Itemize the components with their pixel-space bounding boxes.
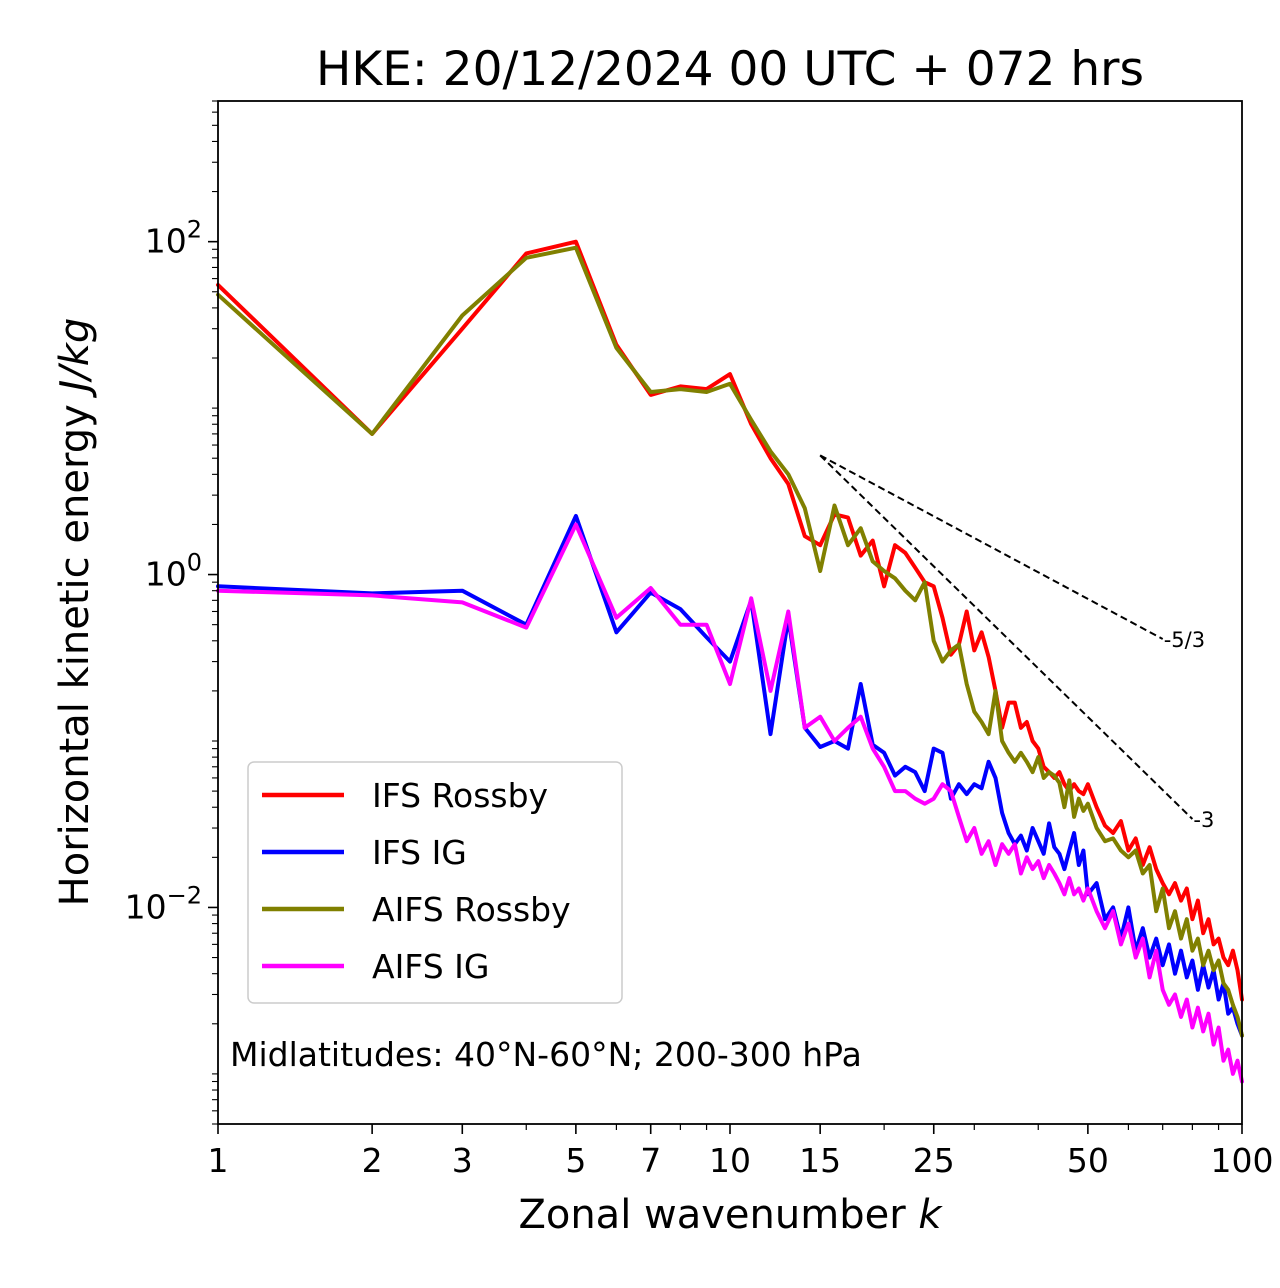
- legend-label: AIFS Rossby: [372, 890, 571, 929]
- x-tick-label: 50: [1067, 1141, 1109, 1180]
- legend-label: IFS IG: [372, 833, 467, 872]
- legend-label: IFS Rossby: [372, 776, 548, 815]
- y-tick-label: 102: [145, 216, 202, 261]
- chart-title: HKE: 20/12/2024 00 UTC + 072 hrs: [316, 42, 1144, 97]
- x-tick-label: 25: [913, 1141, 955, 1180]
- x-tick-label: 7: [640, 1141, 661, 1180]
- y-axis-label: Horizontal kinetic energy J/kg: [52, 318, 98, 907]
- reference-line-2: [819, 454, 1194, 820]
- series-line-aifs-ig: [216, 522, 1244, 1084]
- x-tick-label: 10: [709, 1141, 751, 1180]
- x-tick-label: 5: [565, 1141, 586, 1180]
- legend-items: IFS Rossby IFS IG AIFS Rossby AIFS IG: [262, 776, 571, 986]
- series-layer: [216, 239, 1244, 1084]
- y-tick-base: 10: [145, 555, 187, 594]
- series-line-aifs-rossby: [216, 245, 1244, 1038]
- y-tick-label: 10−2: [125, 881, 202, 926]
- x-tick-label: 1: [208, 1141, 229, 1180]
- legend-box: [247, 761, 623, 1004]
- y-tick-label: 100: [145, 549, 202, 594]
- y-tick-exponent: 0: [187, 549, 202, 577]
- x-tick-label: 100: [1211, 1141, 1274, 1180]
- y-axis-label-units: J/kg: [52, 318, 98, 399]
- x-axis-label-symbol: k: [918, 1192, 943, 1238]
- legend: IFS Rossby IFS IG AIFS Rossby AIFS IG: [247, 761, 623, 1004]
- reference-lines: -5/3 -3: [819, 454, 1214, 832]
- reference-line-label-2: -3: [1193, 808, 1214, 832]
- reference-line-1: [819, 454, 1164, 640]
- x-tick-label: 15: [799, 1141, 841, 1180]
- y-tick-base: 10: [125, 887, 167, 926]
- x-tick-label: 2: [362, 1141, 383, 1180]
- y-tick-base: 10: [145, 222, 187, 261]
- x-axis-label: Zonal wavenumber k: [518, 1192, 943, 1238]
- reference-line-label-1: -5/3: [1164, 628, 1205, 652]
- series-line-ifs-rossby: [216, 239, 1244, 1002]
- x-axis-ticks: 1 2 3 5 7 10 15 25 50 100: [208, 1124, 1274, 1180]
- y-axis-label-text: Horizontal kinetic energy: [52, 404, 98, 906]
- region-annotation: Midlatitudes: 40°N-60°N; 200-300 hPa: [230, 1035, 862, 1074]
- y-tick-exponent: −2: [167, 881, 202, 909]
- x-axis-label-text: Zonal wavenumber: [518, 1192, 906, 1238]
- y-tick-exponent: 2: [187, 216, 202, 244]
- x-tick-label: 3: [452, 1141, 473, 1180]
- legend-label: AIFS IG: [372, 947, 489, 986]
